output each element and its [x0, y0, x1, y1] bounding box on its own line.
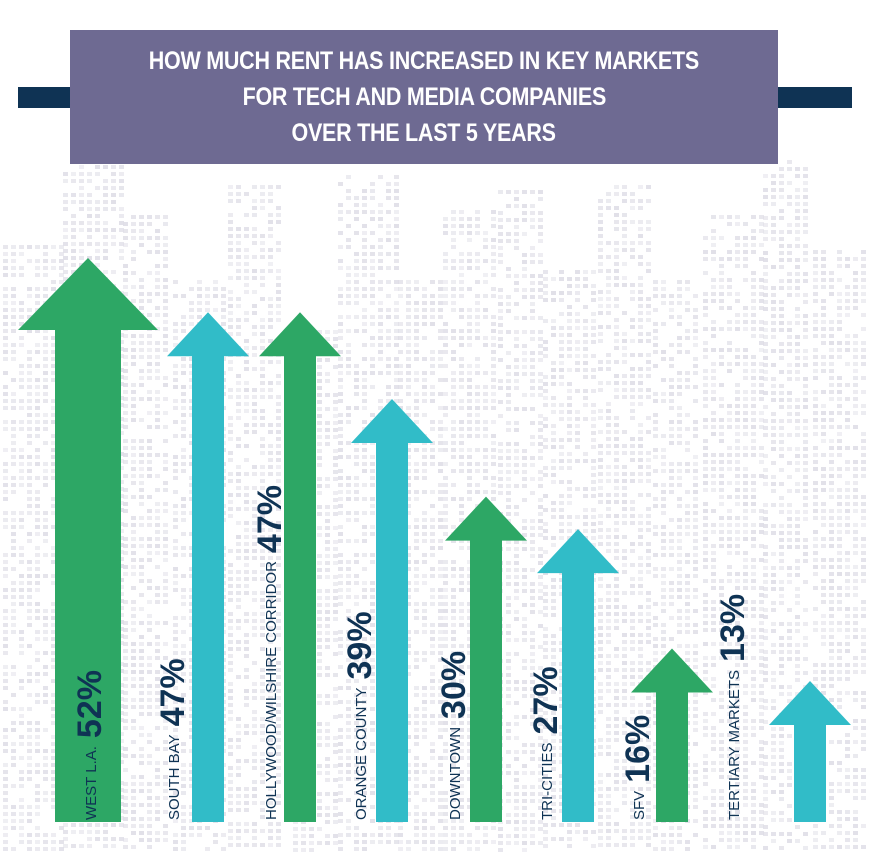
bar-label-2: SOUTH BAY 47%	[154, 658, 192, 820]
category-label-5: DOWNTOWN	[447, 727, 464, 820]
value-label-7: 16%	[619, 715, 657, 783]
bar-label-group-4: ORANGE COUNTY 39%	[341, 611, 379, 820]
value-label-8: 13%	[714, 594, 752, 662]
bar-label-group-3: HOLLYWOOD/WILSHIRE CORRIDOR 47%	[251, 485, 289, 820]
bar-label-group-7: SFV 16%	[619, 715, 657, 820]
chart-title-box: HOW MUCH RENT HAS INCREASED IN KEY MARKE…	[70, 30, 778, 164]
bar-label-7: SFV 16%	[619, 715, 657, 820]
chart-title-line-1: HOW MUCH RENT HAS INCREASED IN KEY MARKE…	[148, 47, 700, 75]
value-label-2: 47%	[154, 658, 192, 726]
arrow-bars	[18, 258, 851, 822]
bar-label-1: WEST L.A. 52%	[71, 670, 109, 820]
bar-label-group-8: TERTIARY MARKETS 13%	[714, 594, 752, 820]
category-label-2: SOUTH BAY	[166, 734, 183, 820]
arrow-bar-8	[769, 681, 851, 822]
bar-labels: WEST L.A.52%SOUTH BAY47% HOLLYWOOD/WILSHI…	[71, 485, 752, 820]
bar-label-5: DOWNTOWN 30%	[435, 651, 473, 820]
bar-label-group-6: TRI-CITIES 27%	[527, 666, 565, 820]
category-label-6: TRI-CITIES	[539, 743, 556, 821]
arrow-bar-5	[445, 496, 527, 822]
category-label-4: ORANGE COUNTY	[353, 687, 370, 820]
arrow-bar-4	[351, 399, 433, 822]
category-label-8: TERTIARY MARKETS	[726, 670, 743, 820]
bar-label-6: TRI-CITIES 27%	[527, 666, 565, 820]
bar-label-3: HOLLYWOOD/WILSHIRE CORRIDOR 47%	[251, 485, 289, 820]
arrow-bar-3	[259, 312, 341, 822]
bar-label-4: ORANGE COUNTY 39%	[341, 611, 379, 820]
bar-label-group-1: WEST L.A. 52%	[71, 670, 109, 820]
bar-label-8: TERTIARY MARKETS 13%	[714, 594, 752, 820]
category-label-1: WEST L.A.	[83, 746, 100, 820]
bar-label-group-5: DOWNTOWN 30%	[435, 651, 473, 820]
chart-title-line-2: FOR TECH AND MEDIA COMPANIES	[242, 83, 606, 111]
value-label-3: 47%	[251, 485, 289, 553]
value-label-6: 27%	[527, 666, 565, 734]
category-label-3: HOLLYWOOD/WILSHIRE CORRIDOR	[263, 561, 280, 820]
arrow-bar-1	[18, 258, 158, 822]
arrow-bar-7	[631, 648, 713, 822]
value-label-4: 39%	[341, 611, 379, 679]
arrow-bar-6	[537, 529, 619, 822]
value-label-1: 52%	[71, 670, 109, 738]
bar-label-group-2: SOUTH BAY 47%	[154, 658, 192, 820]
value-label-5: 30%	[435, 651, 473, 719]
arrow-bar-2	[167, 312, 249, 822]
category-label-7: SFV	[631, 791, 648, 820]
chart-title-line-3: OVER THE LAST 5 YEARS	[291, 119, 557, 147]
